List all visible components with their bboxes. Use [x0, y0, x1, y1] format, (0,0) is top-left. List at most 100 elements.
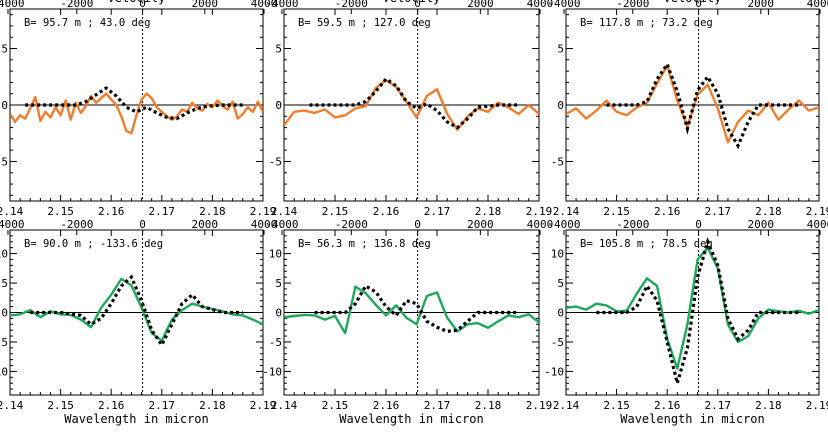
x-tick-label: 2.16	[373, 399, 400, 412]
y-tick-label: -5	[551, 336, 564, 349]
x-tick-label: 2.16	[654, 205, 681, 218]
y-tick-label: 0	[1, 307, 8, 320]
velocity-axis-title: Velocity	[383, 0, 441, 5]
velocity-tick-label: -2000	[60, 218, 93, 231]
y-tick-label: 0	[557, 307, 564, 320]
x-tick-label: 2.18	[755, 399, 782, 412]
x-tick-label: 2.19	[526, 205, 553, 218]
panel-2: 2.14 2.15 2.16 2.17 2.18 2.19 -4000 -2000 0 2000 4…	[265, 0, 553, 218]
x-tick-label: 2.17	[149, 399, 176, 412]
panel-data	[566, 60, 819, 150]
x-tick-label: 2.14	[553, 399, 580, 412]
y-tick-label: 0	[557, 99, 564, 112]
velocity-tick-label: -2000	[616, 0, 649, 10]
y-tick-label: 5	[275, 277, 282, 290]
velocity-tick-label: -4000	[265, 0, 298, 10]
observed-series-line	[10, 92, 263, 135]
panel-data	[566, 237, 819, 390]
y-tick-label: 10	[551, 248, 564, 261]
x-tick-label: 2.15	[47, 205, 74, 218]
velocity-tick-label: 4000	[251, 218, 278, 231]
velocity-tick-label: 0	[695, 0, 702, 10]
y-tick-label: 10	[0, 248, 8, 261]
wavelength-axis-title: Wavelength in micron	[620, 412, 765, 426]
observed-series-line	[566, 246, 819, 370]
panel-data	[284, 283, 539, 335]
x-tick-label: 2.15	[603, 205, 630, 218]
x-tick-label: 2.18	[475, 399, 502, 412]
x-tick-label: 2.15	[47, 399, 74, 412]
x-tick-label: 2.14	[553, 205, 580, 218]
x-tick-label: 2.17	[424, 205, 451, 218]
velocity-tick-label: -2000	[60, 0, 93, 10]
velocity-axis-title: Velocity	[108, 0, 166, 5]
panel-3: 2.14 2.15 2.16 2.17 2.18 2.19 -4000 -2000 0 2000 4…	[547, 0, 828, 218]
velocity-axis-title: Velocity	[664, 0, 722, 5]
x-tick-label: 2.16	[98, 205, 125, 218]
velocity-tick-label: -4000	[0, 218, 25, 231]
y-tick-label: 5	[1, 277, 8, 290]
x-tick-label: 2.19	[526, 399, 553, 412]
velocity-tick-label: 4000	[251, 0, 278, 10]
x-tick-label: 2.17	[705, 399, 732, 412]
baseline-annotation: B= 56.3 m ; 136.8 deg	[298, 238, 431, 250]
observed-series-line	[284, 285, 539, 335]
velocity-tick-label: 0	[414, 218, 421, 231]
velocity-tick-label: 2000	[748, 218, 775, 231]
x-tick-label: 2.19	[806, 205, 828, 218]
velocity-tick-label: 2000	[467, 0, 494, 10]
x-tick-label: 2.18	[199, 399, 226, 412]
velocity-tick-label: -4000	[547, 218, 580, 231]
x-tick-label: 2.16	[654, 399, 681, 412]
y-tick-label: -5	[269, 336, 282, 349]
velocity-tick-label: -4000	[0, 0, 25, 10]
y-tick-label: 0	[1, 99, 8, 112]
x-tick-label: 2.14	[0, 205, 24, 218]
y-tick-label: -5	[0, 155, 8, 168]
baseline-annotation: B= 117.8 m ; 73.2 deg	[580, 17, 713, 29]
baseline-annotation: B= 90.0 m ; -133.6 deg	[24, 238, 163, 250]
x-tick-label: 2.18	[475, 205, 502, 218]
x-tick-label: 2.14	[271, 399, 298, 412]
y-tick-label: 0	[275, 307, 282, 320]
velocity-tick-label: 2000	[748, 0, 775, 10]
velocity-tick-label: 4000	[527, 0, 554, 10]
velocity-tick-label: -4000	[265, 218, 298, 231]
velocity-tick-label: 2000	[192, 218, 219, 231]
x-tick-label: 2.15	[322, 205, 349, 218]
velocity-tick-label: -2000	[335, 218, 368, 231]
model-series-line	[314, 283, 519, 334]
y-tick-label: 5	[1, 43, 8, 56]
x-tick-label: 2.17	[149, 205, 176, 218]
x-tick-label: 2.19	[250, 205, 277, 218]
x-tick-label: 2.19	[250, 399, 277, 412]
wavelength-axis-title: Wavelength in micron	[64, 412, 209, 426]
panel-data	[284, 76, 539, 132]
x-tick-label: 2.18	[199, 205, 226, 218]
x-tick-label: 2.16	[98, 399, 125, 412]
y-tick-label: -10	[262, 365, 282, 378]
panel-data	[10, 86, 263, 135]
panel-1: 2.14 2.15 2.16 2.17 2.18 2.19 -4000 -2000 0 2000 4…	[0, 0, 277, 218]
velocity-tick-label: -2000	[616, 218, 649, 231]
velocity-tick-label: -2000	[335, 0, 368, 10]
velocity-tick-label: -4000	[547, 0, 580, 10]
panel-5: 2.14 2.15 2.16 2.17 2.18 2.19 -4000 -2000 0 2000 4…	[262, 218, 553, 426]
y-tick-label: -5	[269, 155, 282, 168]
x-tick-label: 2.18	[755, 205, 782, 218]
x-tick-label: 2.14	[0, 399, 24, 412]
y-tick-label: -5	[551, 155, 564, 168]
x-tick-label: 2.15	[322, 399, 349, 412]
velocity-tick-label: 2000	[192, 0, 219, 10]
x-tick-label: 2.17	[705, 205, 732, 218]
velocity-tick-label: 4000	[807, 218, 828, 231]
model-series-line	[596, 237, 799, 390]
y-tick-label: -10	[0, 365, 8, 378]
x-tick-label: 2.14	[271, 205, 298, 218]
x-tick-label: 2.16	[373, 205, 400, 218]
y-tick-label: -10	[544, 365, 564, 378]
velocity-tick-label: 0	[139, 0, 146, 10]
model-series-line	[30, 274, 243, 349]
panel-6: 2.14 2.15 2.16 2.17 2.18 2.19 -4000 -2000 0 2000 4…	[544, 218, 828, 426]
